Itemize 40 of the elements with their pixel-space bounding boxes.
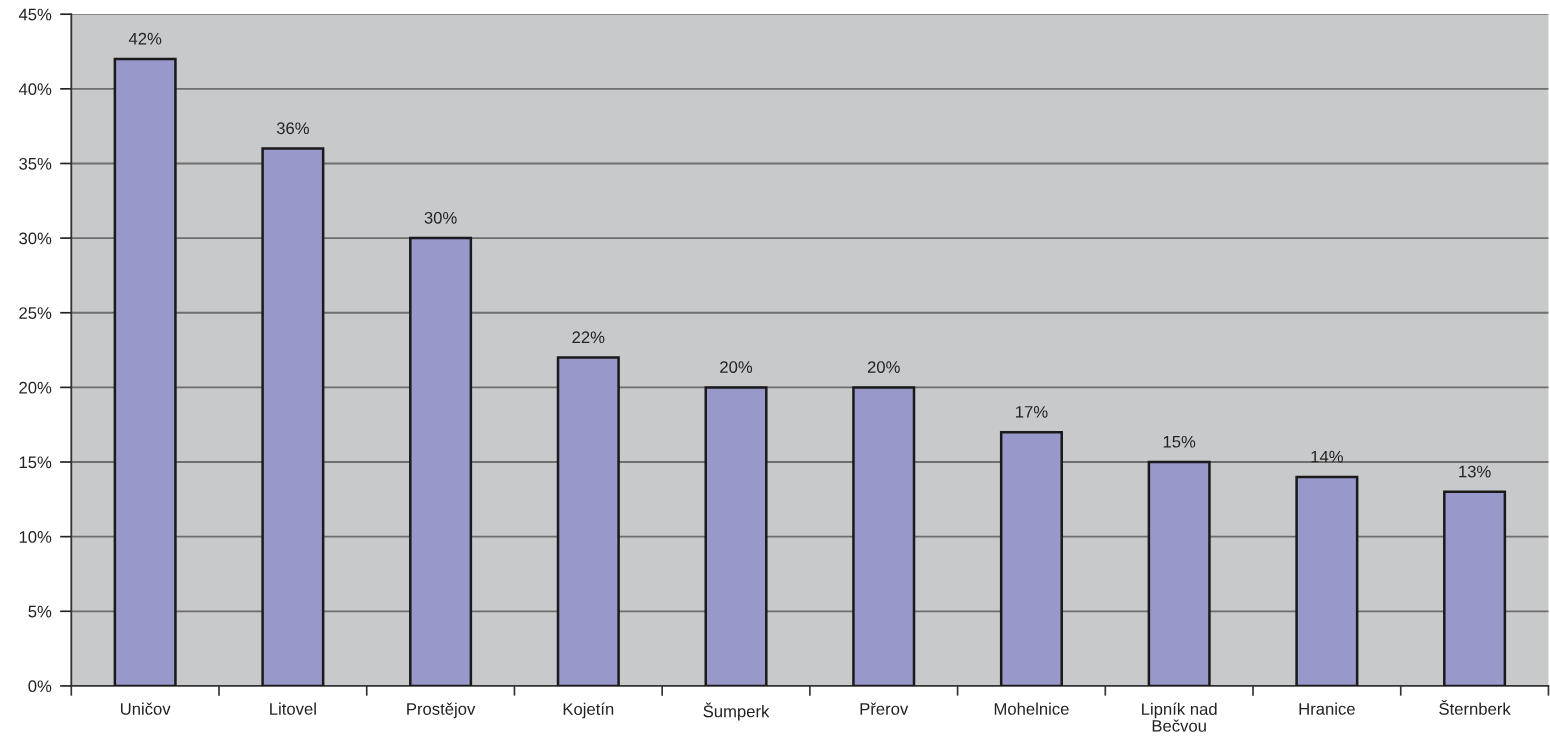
x-tick-label: Šumperk	[703, 702, 770, 721]
data-label: 20%	[867, 361, 900, 373]
bar	[704, 386, 768, 686]
x-tick-label: Litovel	[270, 702, 316, 715]
y-tick-label: 35%	[19, 157, 52, 170]
bar	[409, 236, 473, 686]
bar	[1147, 460, 1211, 686]
bar	[999, 430, 1063, 686]
data-label: 36%	[276, 122, 309, 135]
data-label: 13%	[1459, 465, 1491, 478]
data-label: 17%	[1016, 406, 1048, 418]
bar	[1443, 490, 1507, 686]
x-tick-label: Šternberk	[1439, 700, 1511, 715]
data-label: 20%	[720, 361, 753, 373]
x-tick-label: Prostějov	[407, 702, 476, 719]
bar	[261, 147, 325, 686]
data-label: 14%	[1311, 450, 1343, 463]
y-tick-label: 0%	[28, 680, 52, 693]
bar	[852, 386, 916, 686]
x-tick-label: Uničov	[120, 702, 171, 715]
y-tick-label: 40%	[18, 83, 52, 96]
y-tick-label: 15%	[19, 456, 52, 469]
data-label: 22%	[572, 331, 605, 344]
y-tick-label: 30%	[19, 232, 52, 245]
y-tick-label: 45%	[18, 8, 52, 21]
y-tick-label: 20%	[19, 381, 52, 394]
x-tick-label: Mohelnice	[994, 702, 1069, 715]
bar	[113, 57, 177, 686]
data-label: 30%	[424, 211, 457, 224]
x-tick-label: Přerov	[860, 702, 909, 715]
data-label: 42%	[128, 32, 162, 45]
y-tick-label: 5%	[28, 605, 52, 618]
x-tick-label: Hranice	[1299, 702, 1355, 715]
data-label: 15%	[1163, 435, 1196, 448]
bar	[1295, 475, 1359, 686]
x-tick-label: Kojetín	[563, 702, 614, 719]
y-tick-label: 10%	[19, 531, 52, 543]
y-tick-label: 25%	[19, 307, 52, 319]
bar	[556, 356, 620, 686]
x-tick-label: Lipník nad Bečvou	[1142, 702, 1217, 732]
